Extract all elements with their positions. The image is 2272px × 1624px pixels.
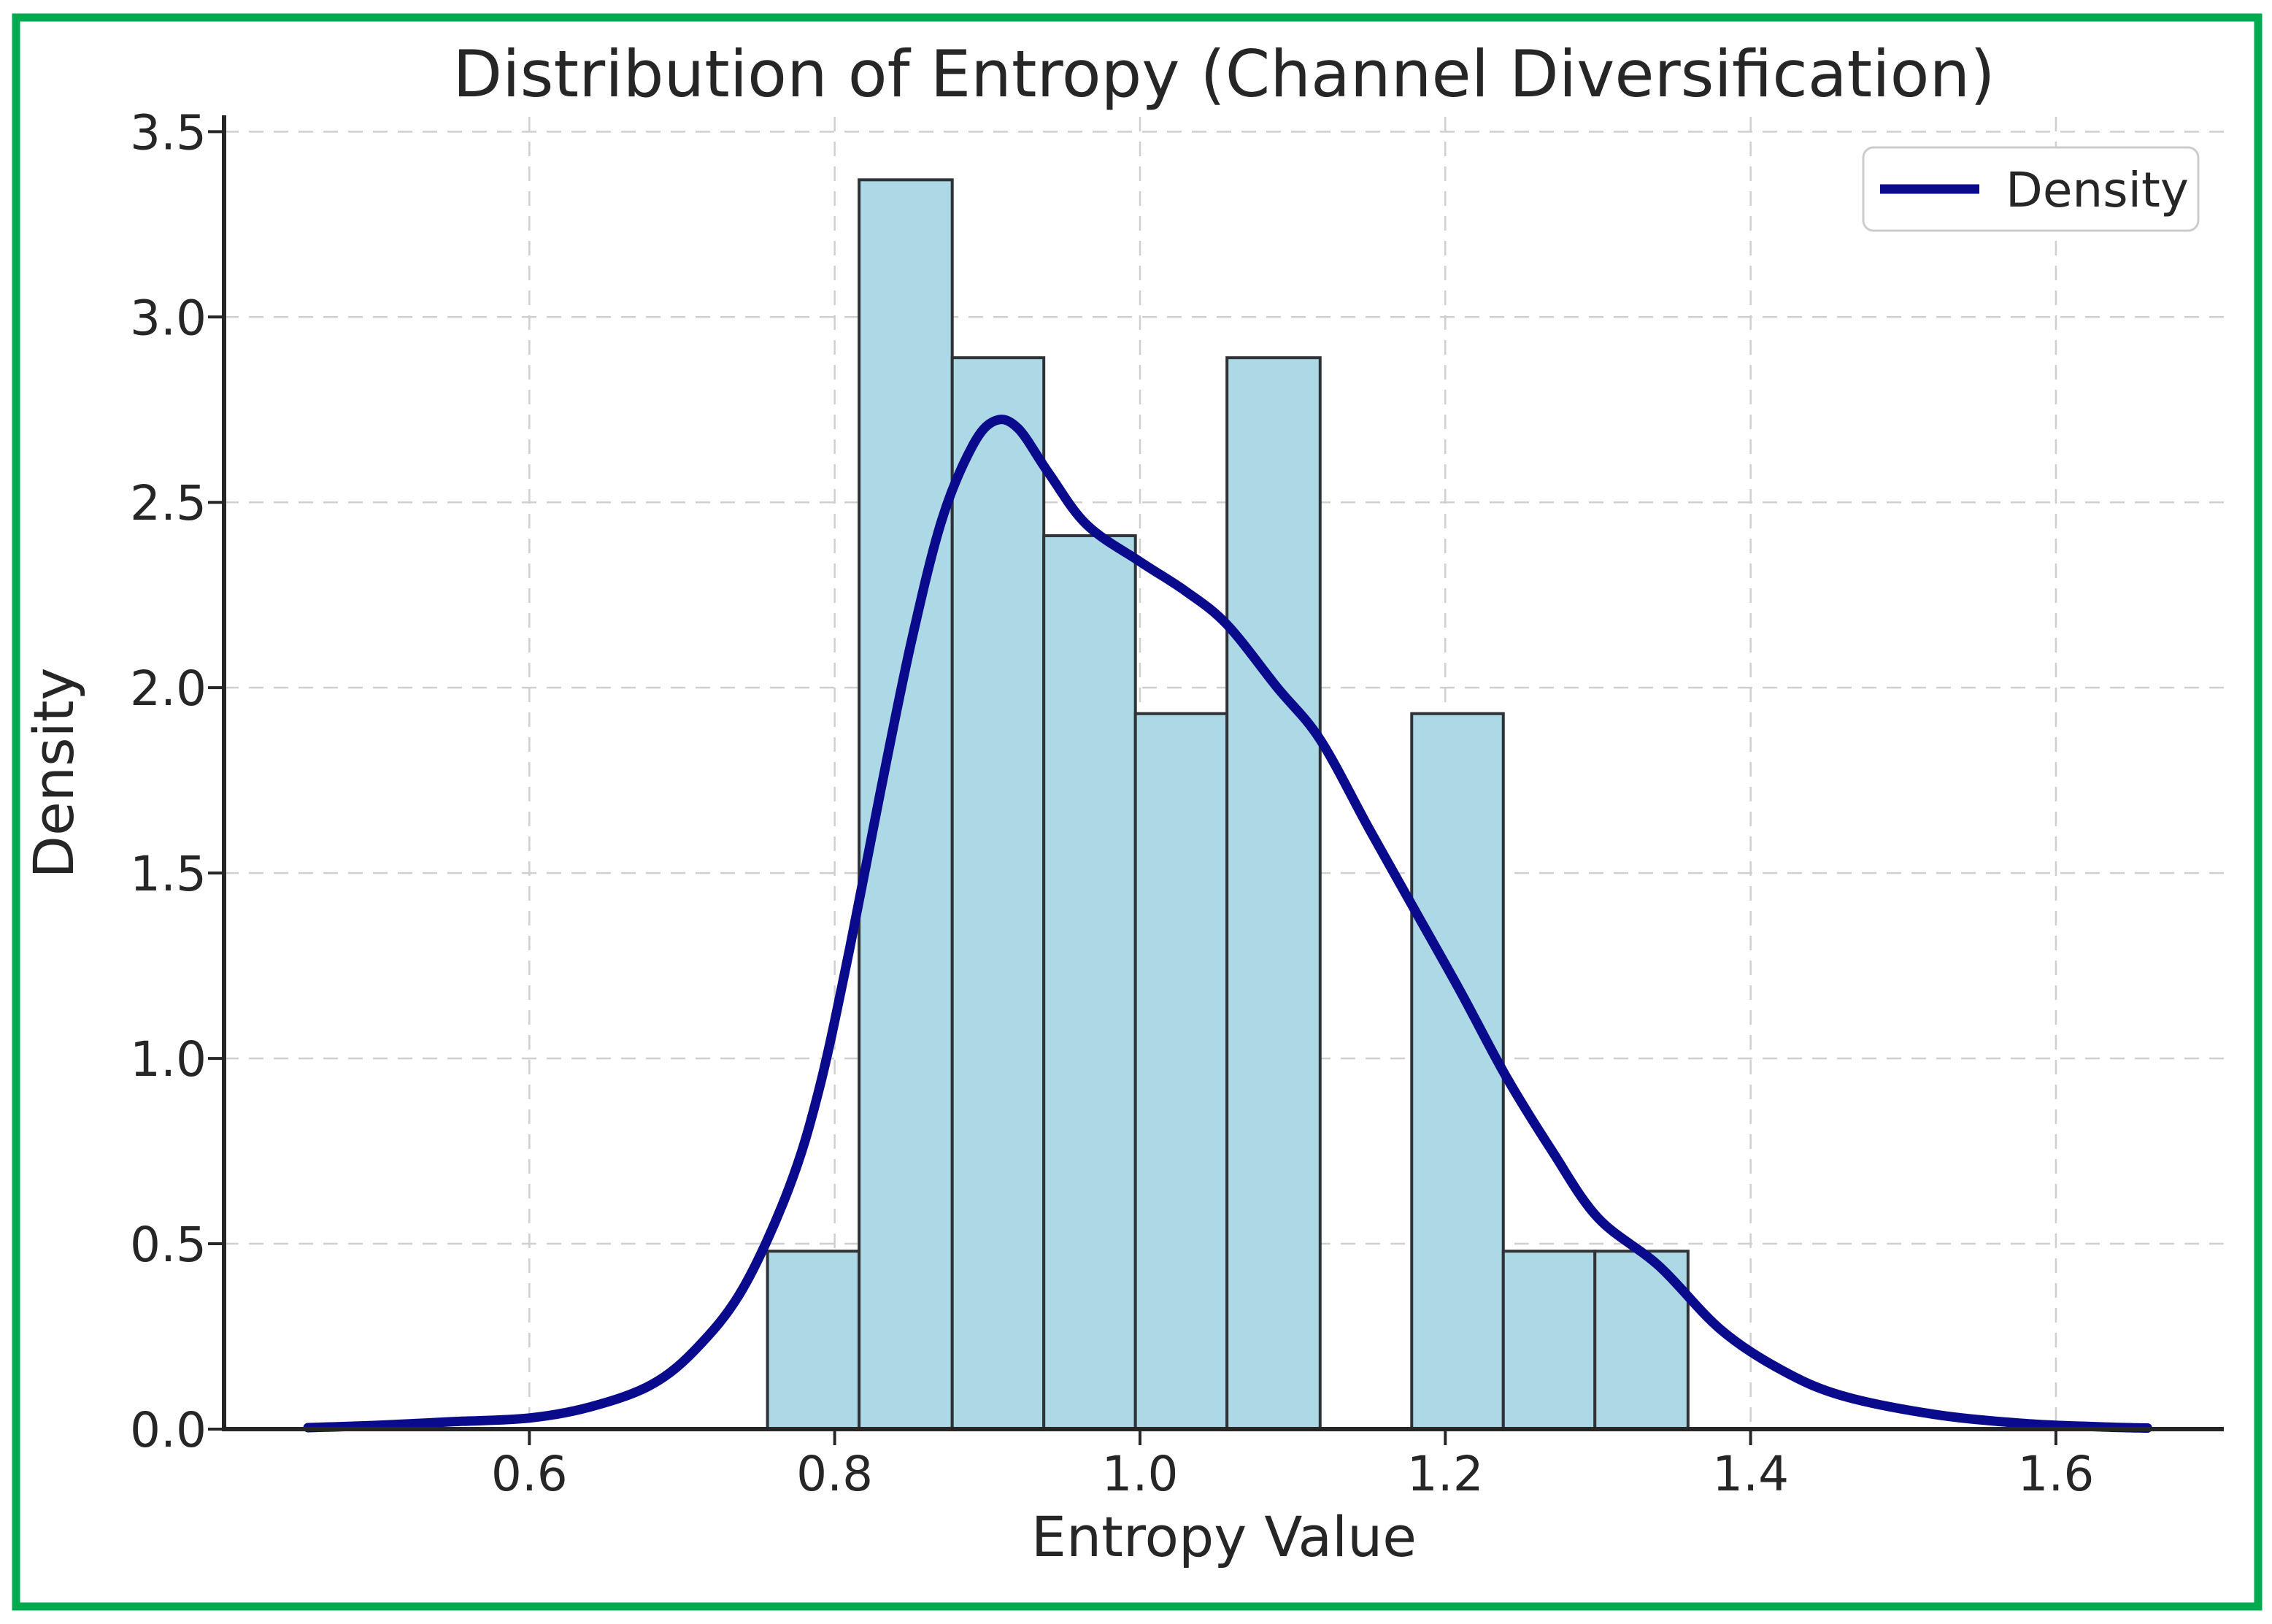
histogram-bar [1410, 712, 1505, 1431]
x-tick-label: 0.6 [491, 1446, 568, 1502]
histogram-bars [766, 178, 1690, 1431]
y-tick-label: 0.0 [130, 1402, 207, 1458]
figure-border [12, 13, 2263, 1611]
y-tick-label: 3.0 [130, 290, 207, 346]
histogram-bar [1042, 534, 1137, 1431]
y-tick-label: 2.0 [130, 661, 207, 717]
y-tick-label: 3.5 [130, 104, 207, 161]
tick-marks [208, 130, 2057, 1445]
histogram-bar [1501, 1250, 1597, 1431]
tick-labels: 0.6 0.8 1.0 1.2 1.4 1.6 0.0 0.5 1.0 1.5 2.0 2.5 3.0 3… [130, 104, 2094, 1502]
legend-box [1862, 146, 2200, 232]
legend: Density [1862, 146, 2200, 232]
y-tick-label: 0.5 [130, 1217, 207, 1273]
gridlines [224, 117, 2224, 1429]
y-tick-label: 1.0 [130, 1031, 207, 1088]
x-tick-label: 1.0 [1101, 1446, 1178, 1502]
histogram-bar [1225, 356, 1322, 1431]
y-tick-label: 2.5 [130, 475, 207, 531]
x-tick-label: 1.2 [1407, 1446, 1484, 1502]
kde-curve-layer [303, 415, 2152, 1433]
y-axis-label: Density [21, 668, 86, 879]
x-axis-label: Entropy Value [1031, 1504, 1417, 1569]
histogram-bar [1133, 712, 1229, 1431]
histogram-bar [766, 1250, 861, 1431]
x-tick-label: 1.6 [2017, 1446, 2094, 1502]
y-tick-label: 1.5 [130, 846, 207, 902]
kde-curve [303, 415, 2152, 1433]
x-tick-label: 1.4 [1712, 1446, 1789, 1502]
x-tick-label: 0.8 [796, 1446, 873, 1502]
chart-title: Distribution of Entropy (Channel Diversi… [453, 36, 1995, 112]
histogram-bar [858, 178, 954, 1431]
legend-label: Density [2006, 162, 2189, 218]
histogram-bar [950, 356, 1046, 1431]
